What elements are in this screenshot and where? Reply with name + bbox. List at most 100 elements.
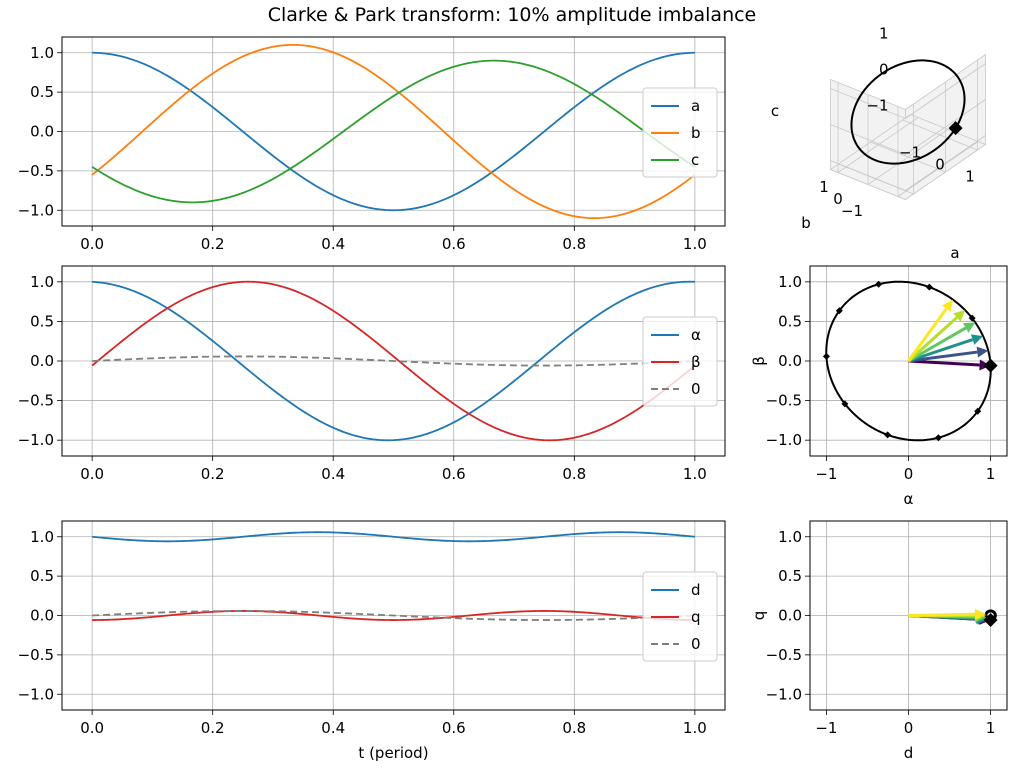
park-time-ytick-label-1: 0.5 xyxy=(30,567,54,585)
park-xy-ytick-label-3: −0.5 xyxy=(766,646,802,664)
abc-3d-xtick-label-1: 0 xyxy=(935,156,945,174)
abc-time-xtick-label-3: 0.6 xyxy=(442,235,466,253)
clarke-xy-phasor-5 xyxy=(907,299,953,362)
abc-time-ytick-label-0: 1.0 xyxy=(30,44,54,62)
abc-3d-xtick-label-0: −1 xyxy=(899,144,921,162)
park-time-xtick-label-5: 1.0 xyxy=(683,719,707,737)
abc-3d-trajectory xyxy=(850,59,966,165)
clarke-xy-current-marker xyxy=(983,358,998,373)
clarke-xy-marker-3 xyxy=(875,280,883,288)
clarke-time-series-1 xyxy=(91,280,696,442)
abc-time-xtick-label-0: 0.0 xyxy=(80,235,104,253)
abc-time-xtick-label-2: 0.4 xyxy=(321,235,345,253)
park-time-series-1 xyxy=(92,610,695,621)
clarke-xy-marker-5 xyxy=(822,352,830,360)
park-time-legend-label-0: d xyxy=(691,581,701,599)
clarke-time-ytick-label-4: −1.0 xyxy=(18,431,54,449)
clarke-time-xtick-label-0: 0.0 xyxy=(80,465,104,483)
clarke-time-frame xyxy=(61,265,726,457)
park-time-series-0 xyxy=(92,531,695,543)
park-xy-xtick-label-1: 0 xyxy=(904,719,914,737)
clarke-time-ytick-label-0: 1.0 xyxy=(30,273,54,291)
clarke-time-xtick-label-3: 0.6 xyxy=(442,465,466,483)
abc-3d-grid-floor-a-2 xyxy=(897,141,979,197)
abc-time-legend-label-0: a xyxy=(691,97,700,115)
clarke-xy-phasor-3 xyxy=(907,322,976,363)
clarke-time-series-2 xyxy=(92,355,695,367)
park-xy-xtick-label-2: 1 xyxy=(986,719,996,737)
abc-3d-current-marker xyxy=(948,121,963,136)
park-time-ytick-label-0: 1.0 xyxy=(30,528,54,546)
park-time-frame xyxy=(61,520,726,711)
abc-3d-xtick-label-2: 1 xyxy=(965,168,975,186)
abc-3d-ylabel: b xyxy=(801,214,811,232)
park-time-xtick-label-3: 0.6 xyxy=(442,719,466,737)
abc-3d-grid-side-c-1 xyxy=(905,99,986,155)
park-xy-ytick-label-1: 0.5 xyxy=(778,567,802,585)
park-xy-frame xyxy=(809,520,1008,711)
abc-3d-grid-floor-b-2 xyxy=(838,163,914,195)
abc-time-ytick-label-1: 0.5 xyxy=(30,83,54,101)
abc-3d-grid-side-c-2 xyxy=(905,63,986,119)
clarke-xy-marker-2 xyxy=(925,283,933,291)
clarke-xy-marker-1 xyxy=(968,314,976,322)
park-time-legend xyxy=(642,571,718,662)
clarke-xy-frame xyxy=(809,265,1008,457)
clarke-xy-marker-8 xyxy=(934,434,942,442)
abc-time-legend-label-2: c xyxy=(691,151,699,169)
clarke-time-xtick-label-1: 0.2 xyxy=(201,465,225,483)
park-time-xlabel: t (period) xyxy=(358,744,428,762)
abc-time-series-a xyxy=(92,51,695,212)
abc-3d-ztick-label-0: 1 xyxy=(879,25,889,43)
clarke-time-xtick-label-5: 1.0 xyxy=(683,465,707,483)
abc-time-legend-label-1: b xyxy=(691,124,701,142)
abc-time-ytick-label-3: −0.5 xyxy=(18,162,54,180)
park-xy-phasor-5 xyxy=(908,608,987,620)
park-time-xtick-label-4: 0.8 xyxy=(562,719,586,737)
clarke-xy-marker-9 xyxy=(974,407,982,415)
park-time-ytick-label-3: −0.5 xyxy=(18,646,54,664)
abc-time-frame xyxy=(61,36,726,227)
clarke-xy-ytick-label-1: 0.5 xyxy=(778,312,802,330)
abc-3d-grid-floor-b-1 xyxy=(870,141,946,173)
clarke-xy-xtick-label-1: 0 xyxy=(904,465,914,483)
park-xy-xtick-label-0: −1 xyxy=(815,719,837,737)
clarke-time-legend-label-0: α xyxy=(691,326,701,344)
abc-3d-ztick-label-2: −1 xyxy=(866,97,888,115)
clarke-xy-phasor-2 xyxy=(908,334,984,363)
clarke-xy-ylabel: β xyxy=(750,356,768,366)
park-time-ytick-label-2: 0.0 xyxy=(30,607,54,625)
park-time-series-2 xyxy=(92,610,695,621)
abc-time-xtick-label-4: 0.8 xyxy=(562,235,586,253)
abc-3d-ytick-label-1: 0 xyxy=(833,190,843,208)
abc-3d-grid-back-c-1 xyxy=(830,124,906,155)
abc-time-xtick-label-1: 0.2 xyxy=(201,235,225,253)
park-xy-ylabel: q xyxy=(750,611,768,621)
clarke-xy-ytick-label-0: 1.0 xyxy=(778,273,802,291)
clarke-xy-phasor-4 xyxy=(907,310,966,363)
clarke-xy-phasor-1 xyxy=(908,346,989,363)
abc-3d-ytick-label-0: 1 xyxy=(819,178,829,196)
clarke-time-legend-label-2: 0 xyxy=(691,380,701,398)
clarke-xy-ytick-label-2: 0.0 xyxy=(778,352,802,370)
abc-3d-xlabel: a xyxy=(950,244,959,262)
clarke-time-ytick-label-1: 0.5 xyxy=(30,312,54,330)
abc-time-xtick-label-5: 1.0 xyxy=(683,235,707,253)
abc-3d-ztick-label-1: 0 xyxy=(879,61,889,79)
park-xy-current-marker xyxy=(983,613,998,628)
abc-time-series-c xyxy=(91,59,696,204)
clarke-time-ytick-label-3: −0.5 xyxy=(18,392,54,410)
clarke-xy-ytick-label-4: −1.0 xyxy=(766,431,802,449)
abc-time-legend xyxy=(642,87,718,178)
clarke-time-legend xyxy=(642,316,718,407)
clarke-xy-marker-6 xyxy=(841,400,849,408)
clarke-time-series-0 xyxy=(92,280,695,442)
clarke-xy-xtick-label-0: −1 xyxy=(815,465,837,483)
clarke-xy-marker-4 xyxy=(835,307,843,315)
park-time-ytick-label-4: −1.0 xyxy=(18,685,54,703)
park-time-xtick-label-0: 0.0 xyxy=(80,719,104,737)
clarke-time-xtick-label-2: 0.4 xyxy=(321,465,345,483)
abc-3d-zlabel: c xyxy=(771,102,779,120)
clarke-xy-xtick-label-2: 1 xyxy=(986,465,996,483)
abc-time-series-b xyxy=(91,43,696,220)
